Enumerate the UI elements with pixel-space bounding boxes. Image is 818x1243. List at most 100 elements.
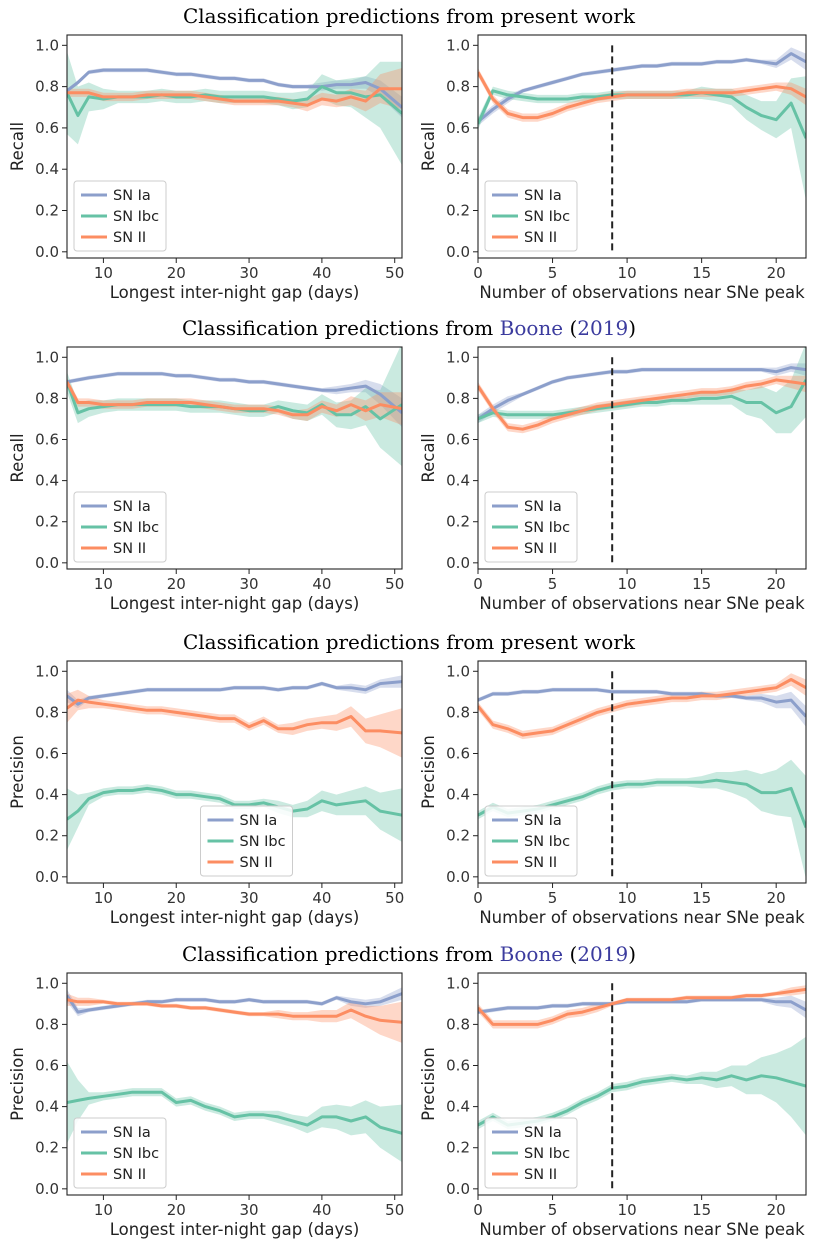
panel-4-ytick-label-1: 0.2 <box>446 513 470 531</box>
panel-3-legend-box <box>73 491 167 563</box>
panel-5-xtick-label-1: 20 <box>167 889 186 907</box>
panel-2-xtick-label-1: 5 <box>548 264 558 282</box>
panel-3-band-sn-ibc <box>67 347 402 467</box>
panel-8-line-sn-ii <box>478 987 806 1026</box>
panel-3-plot-area <box>67 347 402 467</box>
panel-2-ytick-label-0: 0.0 <box>446 243 470 261</box>
panel-5-ytick-label-0: 0.0 <box>35 868 59 886</box>
panel-2-xtick-label-4: 20 <box>767 264 786 282</box>
row-title-3-text: Classification predictions from present … <box>182 630 636 654</box>
panel-3-xtick-label-0: 10 <box>94 575 113 593</box>
panel-5-xlabel: Longest inter-night gap (days) <box>110 908 360 927</box>
panel-8-ytick-label-0: 0.0 <box>446 1180 470 1198</box>
panel-4-legend-box <box>484 491 578 563</box>
panel-8-xtick-label-1: 5 <box>548 1201 558 1219</box>
panel-5-line-sn-ii <box>67 698 402 735</box>
panel-3-legend-label-sn-ii: SN II <box>113 541 146 557</box>
panel-5-ytick-label-1: 0.2 <box>35 827 59 845</box>
panel-4-legend-label-sn-ia: SN Ia <box>524 499 562 515</box>
panel-3-xlabel: Longest inter-night gap (days) <box>110 594 360 613</box>
panel-2-ytick-label-1: 0.2 <box>446 202 470 220</box>
panel-5-xtick-label-4: 50 <box>385 889 404 907</box>
panel-3-xtick-label-3: 40 <box>312 575 331 593</box>
panel-1: 0.0 0.2 0.4 0.6 0.8 1.0 10 20 30 40 50 Longest inte… <box>8 34 404 302</box>
panel-4-legend: SN Ia SN Ibc SN II <box>484 491 578 563</box>
panel-7-ytick-label-3: 0.6 <box>35 1057 59 1075</box>
panel-5-ylabel: Precision <box>8 735 27 809</box>
panel-1-xtick-label-0: 10 <box>94 264 113 282</box>
panel-8-band-sn-ibc <box>478 1036 806 1136</box>
panel-7-legend: SN Ia SN Ibc SN II <box>73 1117 167 1189</box>
panel-1-frame <box>66 34 403 259</box>
panel-3-ylabel: Recall <box>8 433 27 482</box>
panel-3-ytick-label-5: 1.0 <box>35 348 59 366</box>
panel-7-ytick-label-0: 0.0 <box>35 1180 59 1198</box>
panel-1-ylabel: Recall <box>8 122 27 171</box>
panel-6-xlabel: Number of observations near SNe peak <box>479 908 805 927</box>
panel-1-legend: SN Ia SN Ibc SN II <box>73 180 167 252</box>
panel-7-xtick-label-4: 50 <box>385 1201 404 1219</box>
panel-1-legend-label-sn-ii: SN II <box>113 230 146 246</box>
panel-7-ytick-label-4: 0.8 <box>35 1015 59 1033</box>
panel-1-xtick-label-3: 40 <box>312 264 331 282</box>
panel-6-line-sn-ii <box>478 678 806 737</box>
panel-5-line-sn-ibc <box>67 786 402 821</box>
panel-4-xtick-label-4: 20 <box>767 575 786 593</box>
row-title-4-citation[interactable]: Boone <box>499 942 564 966</box>
panel-7-xtick-label-2: 30 <box>240 1201 259 1219</box>
panel-1-ytick-label-1: 0.2 <box>35 202 59 220</box>
row-title-2-citation[interactable]: Boone <box>499 316 564 340</box>
panel-4-plot-area <box>478 347 806 434</box>
panel-8-legend-label-sn-ii: SN II <box>524 1167 557 1183</box>
row-title-2-text: Classification predictions from <box>181 316 500 340</box>
panel-3-ytick-label-0: 0.0 <box>35 554 59 572</box>
panel-4-legend-label-sn-ibc: SN Ibc <box>524 520 570 536</box>
panel-2-band-sn-ia <box>478 47 806 126</box>
panel-2-line-sn-ia <box>478 52 806 123</box>
panel-1-band-sn-ii <box>67 68 402 112</box>
panel-1-legend-label-sn-ia: SN Ia <box>113 188 151 204</box>
panel-4-line-sn-ia <box>478 366 806 421</box>
row-title-4-year[interactable]: 2019 <box>577 942 629 966</box>
panel-6-ytick-label-2: 0.4 <box>446 786 470 804</box>
panel-5-ytick-label-2: 0.4 <box>35 786 59 804</box>
panel-8-band-sn-ia <box>478 995 806 1019</box>
panel-7: 0.0 0.2 0.4 0.6 0.8 1.0 10 20 30 40 50 Longest inte… <box>8 972 404 1239</box>
panel-6-ytick-label-1: 0.2 <box>446 827 470 845</box>
panel-2-ytick-label-5: 1.0 <box>446 36 470 54</box>
panel-6-band-sn-ii <box>478 673 806 740</box>
panel-3-ytick-label-2: 0.4 <box>35 472 59 490</box>
panel-5-ytick-label-3: 0.6 <box>35 745 59 763</box>
panel-5-legend-box <box>200 805 293 877</box>
panel-3-xtick-label-1: 20 <box>167 575 186 593</box>
panel-1-legend-label-sn-ibc: SN Ibc <box>113 209 159 225</box>
panel-2-ytick-label-4: 0.8 <box>446 78 470 96</box>
panel-4-xlabel: Number of observations near SNe peak <box>479 594 805 613</box>
panel-7-ytick-label-5: 1.0 <box>35 974 59 992</box>
panel-1-line-sn-ii <box>67 87 402 107</box>
panel-3-legend: SN Ia SN Ibc SN II <box>73 491 167 563</box>
row-title-1: Classification predictions from present … <box>0 4 818 28</box>
panel-8-ytick-label-1: 0.2 <box>446 1139 470 1157</box>
panel-6-xtick-label-1: 5 <box>548 889 558 907</box>
panel-3-line-sn-ii <box>67 381 402 417</box>
panel-8-xtick-label-3: 15 <box>692 1201 711 1219</box>
panel-8-plot-area <box>478 985 806 1136</box>
panel-2-legend-label-sn-ii: SN II <box>524 230 557 246</box>
panel-2-ytick-label-2: 0.4 <box>446 160 470 178</box>
panel-4-line-sn-ibc <box>478 379 806 421</box>
panel-6-ytick-label-4: 0.8 <box>446 703 470 721</box>
panel-7-line-sn-ii <box>67 998 402 1024</box>
panel-7-xlabel: Longest inter-night gap (days) <box>110 1220 360 1239</box>
row-title-2-year[interactable]: 2019 <box>577 316 629 340</box>
panel-1-ytick-label-2: 0.4 <box>35 160 59 178</box>
panel-5-plot-area <box>67 675 402 851</box>
panel-6-legend-box <box>484 805 578 877</box>
panel-1-line-sn-ia <box>67 68 402 109</box>
panel-4-ytick-label-4: 0.8 <box>446 389 470 407</box>
panel-2-line-sn-ii <box>478 71 806 120</box>
panel-6-ytick-label-5: 1.0 <box>446 662 470 680</box>
panel-3-ytick-label-3: 0.6 <box>35 431 59 449</box>
panel-6-band-sn-ibc <box>478 759 806 879</box>
